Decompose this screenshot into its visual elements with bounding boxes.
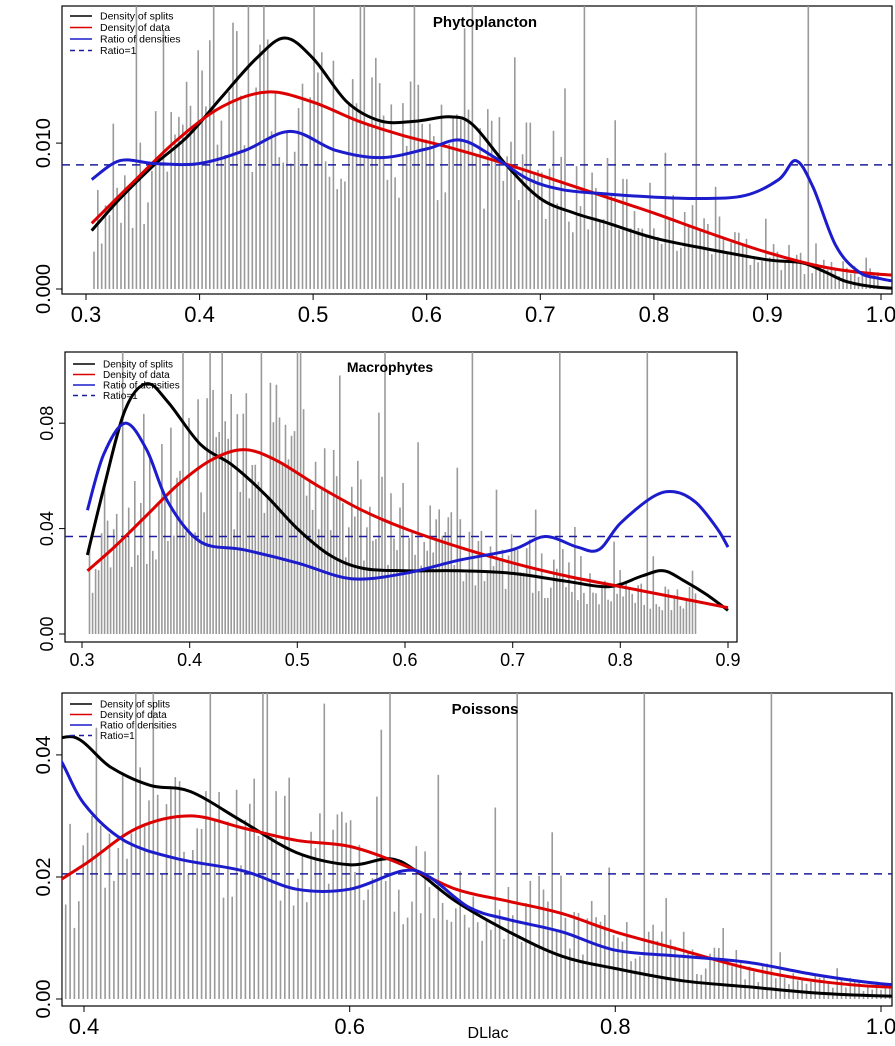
x-axis: 0.3 0.4 0.5 0.6 0.7 0.8 0.9: [69, 642, 741, 670]
x-tick-label: 0.6: [334, 1014, 365, 1039]
x-tick-label: 0.5: [298, 302, 329, 327]
plot-frame: [61, 692, 893, 1007]
y-tick-label: 0.02: [33, 858, 55, 897]
series-line-ratio-of-densities: [90, 129, 892, 283]
legend-label: Density of data: [100, 22, 170, 34]
x-tick-label: 0.4: [184, 302, 215, 327]
x-tick-label: 0.8: [639, 302, 670, 327]
y-tick-label: 0.010: [33, 118, 55, 168]
x-tick-label: 1.0: [866, 302, 895, 327]
x-tick-label: 0.4: [69, 1014, 100, 1039]
y-tick-label: 0.00: [33, 980, 55, 1019]
x-tick-label: 0.8: [600, 1014, 631, 1039]
legend-label: Density of data: [100, 710, 167, 721]
density-lines: [62, 735, 892, 998]
chart-title: Phytoplancton: [433, 14, 537, 31]
x-axis-title: DLlac: [468, 1025, 509, 1042]
legend-label: Ratio=1: [100, 45, 137, 57]
x-axis: 0.3 0.4 0.5 0.6 0.7 0.8 0.9 1.0: [71, 294, 895, 327]
panel-poissons: 0.4 0.6 0.8 1.0 0.00 0.02 0.04 Poissons Densi…: [33, 692, 895, 1042]
x-tick-label: 0.8: [608, 650, 633, 670]
x-tick-label: 0.3: [71, 302, 102, 327]
x-tick-label: 0.6: [411, 302, 442, 327]
series-line-ratio-of-densities: [85, 421, 730, 581]
series-line-density-of-data: [90, 90, 892, 277]
plot-frame: [61, 5, 893, 295]
chart-title: Macrophytes: [347, 359, 434, 375]
x-tick-label: 0.7: [525, 302, 556, 327]
legend-label: Ratio of densities: [103, 381, 180, 392]
y-tick-label: 0.04: [37, 511, 57, 546]
y-axis: 0.000 0.010: [33, 118, 62, 314]
series-line-ratio-of-densities: [62, 759, 892, 987]
legend-label: Density of splits: [103, 360, 173, 371]
y-tick-label: 0.00: [37, 616, 57, 651]
x-tick-label: 0.4: [177, 650, 202, 670]
x-tick-label: 0.5: [285, 650, 310, 670]
chart-title: Poissons: [452, 701, 519, 718]
panel-macrophytes: 0.3 0.4 0.5 0.6 0.7 0.8 0.9 0.00 0.04 0.08 Macro…: [37, 351, 741, 670]
x-tick-label: 0.9: [715, 650, 740, 670]
x-tick-label: 0.7: [500, 650, 525, 670]
legend-label: Ratio=1: [103, 391, 138, 402]
series-line-density-of-splits: [90, 36, 892, 290]
panel-phytoplancton: 0.3 0.4 0.5 0.6 0.7 0.8 0.9 1.0 0.000 0.010 Phyt…: [33, 5, 895, 327]
legend-label: Ratio of densities: [100, 721, 177, 732]
y-axis: 0.00 0.04 0.08: [37, 406, 65, 652]
legend-label: Ratio of densities: [100, 34, 181, 46]
plot-frame: [64, 351, 738, 643]
y-tick-label: 0.000: [33, 264, 55, 314]
histogram-bars: [93, 6, 879, 289]
y-tick-label: 0.08: [37, 406, 57, 441]
legend-label: Density of splits: [100, 700, 170, 711]
legend-label: Density of splits: [100, 11, 174, 23]
y-tick-label: 0.04: [33, 735, 55, 774]
x-tick-label: 0.3: [69, 650, 94, 670]
x-tick-label: 0.6: [392, 650, 417, 670]
y-axis: 0.00 0.02 0.04: [33, 735, 62, 1018]
x-tick-label: 1.0: [866, 1014, 895, 1039]
x-tick-label: 0.9: [752, 302, 783, 327]
density-lines: [65, 382, 737, 612]
legend-label: Ratio=1: [100, 731, 135, 742]
legend-label: Density of data: [103, 370, 170, 381]
series-line-density-of-data: [86, 448, 729, 610]
series-line-density-of-splits: [85, 382, 729, 612]
density-lines: [62, 36, 892, 290]
x-axis: 0.4 0.6 0.8 1.0: [69, 1006, 895, 1039]
